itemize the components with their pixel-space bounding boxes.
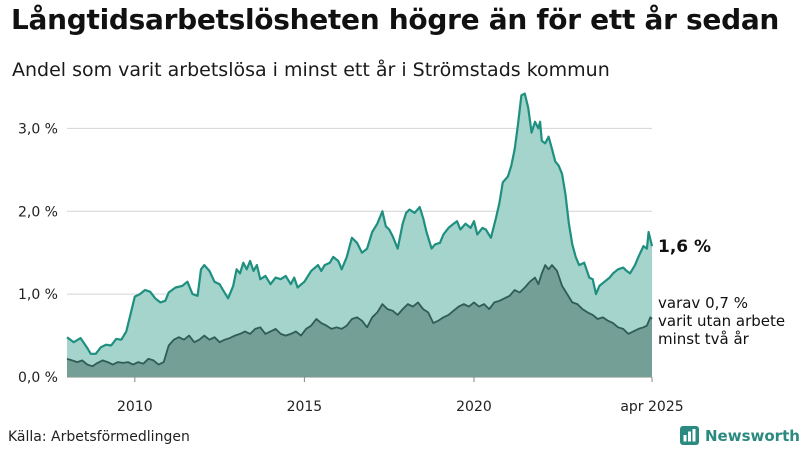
- brand-logo[interactable]: Newsworthy: [680, 426, 800, 445]
- x-tick-label: 2020: [456, 399, 492, 415]
- y-tick-label: 2,0 %: [18, 204, 58, 220]
- long-term-area: [67, 265, 652, 377]
- y-tick-label: 0,0 %: [18, 370, 58, 386]
- chart-subtitle: Andel som varit arbetslösa i minst ett å…: [12, 59, 610, 81]
- x-tick-label: 2010: [117, 399, 153, 415]
- long-term-end-label: minst två år: [658, 330, 750, 348]
- chart-title: Långtidsarbetslösheten högre än för ett …: [11, 3, 780, 36]
- y-tick-label: 3,0 %: [18, 121, 58, 137]
- x-tick-label: apr 2025: [620, 399, 683, 415]
- brand-name: Newsworthy: [705, 426, 800, 445]
- long-term-end-label: varit utan arbete: [658, 312, 785, 330]
- x-tick-label: 2015: [287, 399, 323, 415]
- source-note: Källa: Arbetsförmedlingen: [8, 429, 190, 445]
- long-term-end-label: varav 0,7 %: [658, 294, 748, 312]
- y-tick-label: 1,0 %: [18, 287, 58, 303]
- axis-layer: 0,0 % 1,0 % 2,0 % 3,0 % 2010 2015 2020 apr 2025: [18, 121, 684, 415]
- area-layer: [66, 92, 654, 377]
- newsworthy-bar-chart-icon: [680, 426, 699, 445]
- total-end-label: 1,6 %: [658, 237, 711, 257]
- total-line: [66, 92, 654, 355]
- long-term-line: [66, 264, 653, 368]
